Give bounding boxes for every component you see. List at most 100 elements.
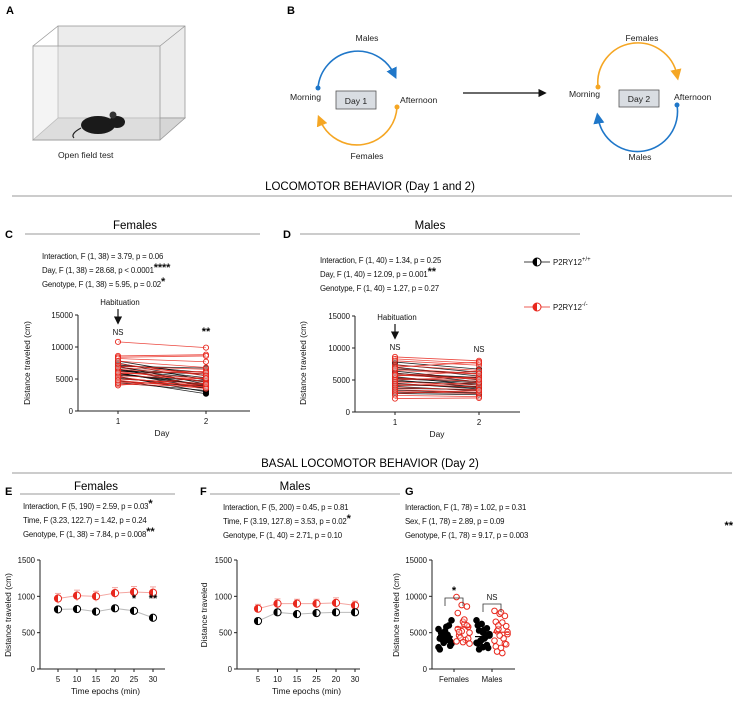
y-axis-label: Distance traveled (cm) [3,573,13,657]
stat-text: Interaction, F (1, 38) = 3.79, p = 0.06 [42,252,163,261]
mean-point-fill [273,600,278,608]
data-point [454,609,462,617]
y-tick-label: 10000 [51,343,73,352]
mean-point-fill [111,604,115,612]
data-point [446,642,454,650]
day2-label: Day 2 [628,94,651,104]
subject-segment [394,361,480,370]
panel-b: B Males Morning Afternoon Females Day 1 … [287,5,711,162]
data-point [437,629,445,636]
habituation-annotation: Habituation [377,313,416,322]
subject-segment [117,355,207,358]
subject-segment [117,377,207,386]
data-point [501,612,509,620]
mean-point-fill [130,607,134,615]
significance-stars: ** [724,520,733,532]
habituation-annotation: Habituation [100,298,139,307]
subject-line [114,338,210,351]
x-tick-label: 30 [351,675,360,684]
y-tick-label: 1500 [18,556,36,565]
subject-segment [117,375,207,380]
data-point [202,352,210,360]
stat-text: Interaction, F (1, 40) = 1.34, p = 0.25 [320,256,442,265]
data-point [491,607,498,615]
males-label: Males [356,33,379,43]
subject-segment [394,361,480,368]
data-point [202,364,210,371]
stat-text: Genotype, F (1, 38) = 5.95, p = 0.02 [42,280,161,289]
subject-line [391,365,483,377]
day2-cycle: Females Morning Afternoon Males Day 2 [569,33,712,162]
significance-label: * [452,585,457,597]
stat-line: Day, F (1, 38) = 28.68, p < 0.0001**** [42,262,171,275]
panel-e: E Females Interaction, F (5, 190) = 2.59, … [3,481,175,696]
data-point [391,371,399,378]
data-point [436,646,444,653]
data-point [466,640,473,647]
significance-label: NS [487,593,498,602]
stat-text: Interaction, F (1, 78) = 1.02, p = 0.31 [405,503,526,512]
data-point [495,622,502,629]
stat-text: Sex, F (1, 78) = 2.89, p = 0.09 [405,517,504,526]
series-line [257,602,356,610]
data-point [475,376,483,383]
x-tick-label: 20 [111,675,120,684]
subject-line [114,369,210,382]
subject-segment [117,383,207,388]
mean-point-fill [312,609,317,617]
mean-point-fill [92,607,96,616]
data-point [463,603,471,610]
data-point [475,394,483,401]
subject-segment [394,383,480,388]
x-tick-label: 15 [293,675,302,684]
section-title-locomotor: LOCOMOTOR BEHAVIOR (Day 1 and 2) [265,181,475,193]
x-tick-label: 2 [204,417,208,426]
stat-line: Interaction, F (1, 38) = 3.79, p = 0.06 [42,252,163,261]
subject-segment [394,360,480,366]
significance-stars: * [347,513,352,525]
subject-segment [117,379,207,389]
stat-text: Time, F (3.19, 127.8) = 3.53, p = 0.02 [223,517,347,526]
mean-point-fill [73,605,77,613]
panel-c: C Females Interaction, F (1, 38) = 3.79, p… [5,220,260,438]
panel-f: F Males Interaction, F (5, 200) = 0.45, p … [199,481,400,696]
subject-segment [394,394,480,398]
x-axis-label: Time epochs (min) [71,686,140,696]
data-point [484,644,492,652]
mean-point-fill [254,617,258,625]
subject-segment [394,370,480,375]
y-tick-label: 15000 [405,556,427,565]
subject-segment [394,387,480,390]
subject-segment [394,391,480,394]
data-point [202,375,210,382]
day1-label: Day 1 [345,96,368,106]
males-arrow [317,50,397,89]
subject-line [114,351,210,360]
stat-text: Genotype, F (1, 40) = 1.27, p = 0.27 [320,284,439,293]
x-axis-label: Day [155,428,171,438]
panel-title: Males [415,220,446,232]
y-tick-label: 15000 [328,312,350,321]
significance-bracket [444,597,464,606]
x-tick-label: 2 [477,418,481,427]
stat-line: Genotype, F (1, 40) = 2.71, p = 0.10 [223,531,343,540]
subject-segment [394,373,480,380]
y-tick-label: 0 [423,665,428,674]
x-tick-label: 5 [56,675,61,684]
subject-segment [394,382,480,387]
data-point [448,617,455,624]
stat-line: Time, F (3.23, 122.7) = 1.42, p = 0.24 [23,516,147,525]
morning-label: Morning [569,89,600,99]
females-label: Females [626,33,659,43]
legend: P2RY12+/+ P2RY12-/- [524,257,591,312]
subject-line [391,387,483,397]
subject-segment [117,376,207,388]
series-line [257,611,355,622]
data-point [461,616,468,623]
data-point [114,369,122,376]
panel-a: A Open field test [6,5,187,160]
stat-text: Genotype, F (1, 38) = 7.84, p = 0.008 [23,530,146,539]
significance-label: NS [113,328,124,337]
y-axis-label: Distance traveled (cm) [391,573,401,657]
